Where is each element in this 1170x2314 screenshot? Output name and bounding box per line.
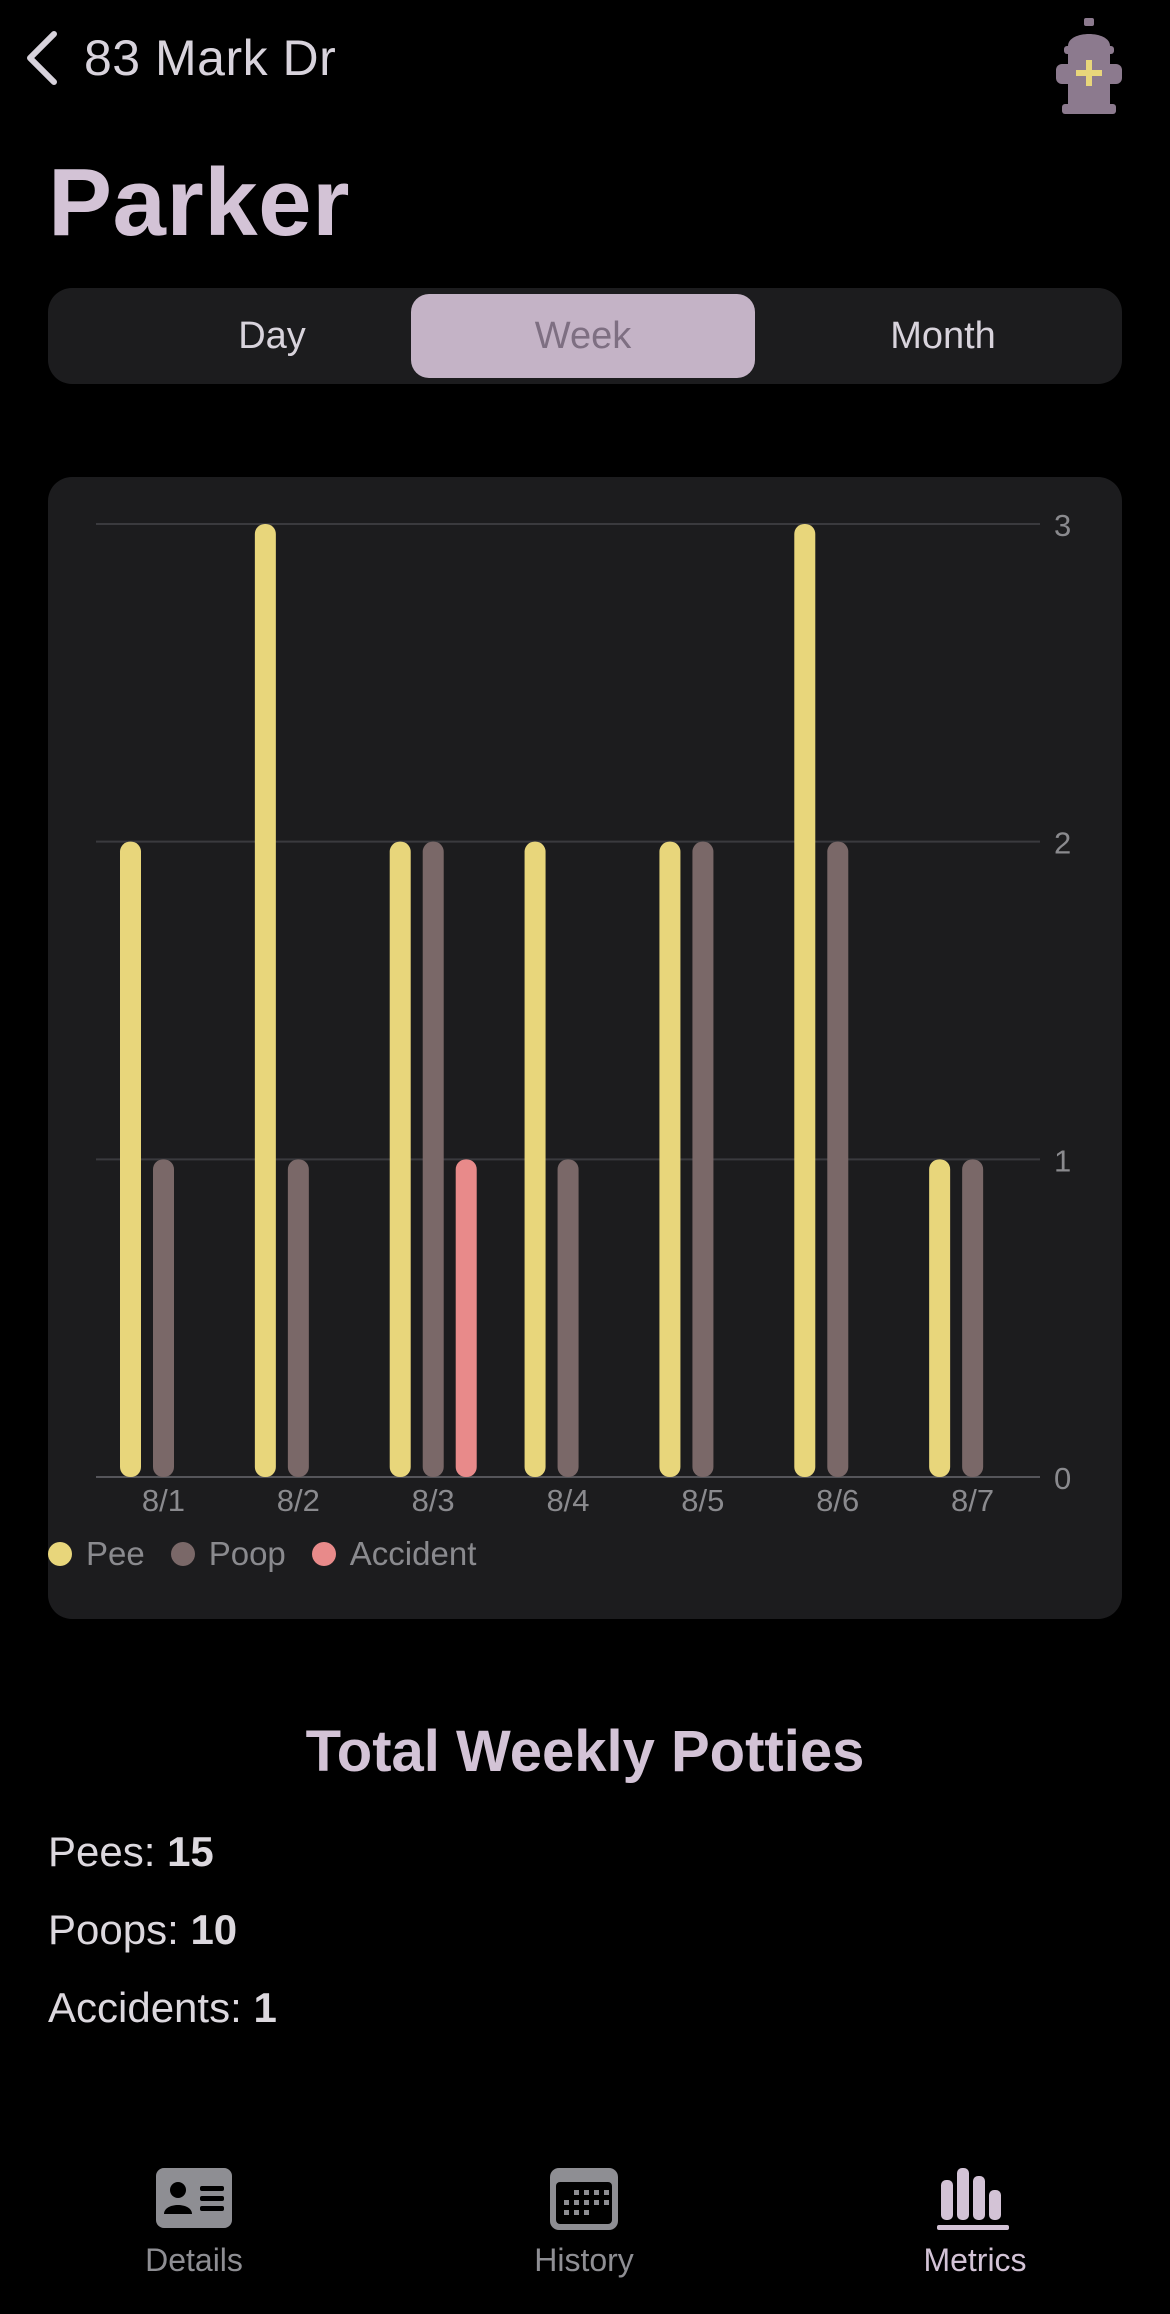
bar-poop-8-4	[557, 1159, 579, 1477]
bar-poop-8-5	[692, 841, 714, 1477]
bar-pee-8-6	[794, 524, 816, 1477]
contact-card-icon	[156, 2168, 232, 2228]
stat-accidents-label: Accidents:	[48, 1984, 242, 2031]
tab-details-label: Details	[145, 2242, 243, 2278]
stat-poops-value: 10	[190, 1906, 238, 1953]
stat-poops-label: Poops:	[48, 1906, 179, 1953]
y-tick-label: 1	[1054, 1143, 1071, 1178]
segment-week[interactable]: Week	[411, 294, 755, 378]
y-tick-label: 2	[1054, 826, 1071, 861]
period-segmented-control: Day Week Month	[48, 288, 1122, 384]
stat-accidents-value: 1	[253, 1984, 277, 2031]
calendar-icon	[550, 2168, 618, 2230]
totals-title: Total Weekly Potties	[305, 1719, 865, 1784]
stat-pees: Pees: 15	[48, 1828, 214, 1876]
bar-pee-8-4	[524, 841, 546, 1477]
bar-poop-8-3	[422, 841, 444, 1477]
tab-metrics[interactable]: Metrics	[850, 2162, 1100, 2279]
back-label: 83 Mark Dr	[84, 30, 337, 86]
legend-item-pee: Pee	[48, 1535, 145, 1573]
bar-poop-8-7	[962, 1159, 984, 1477]
y-tick-label: 3	[1054, 508, 1071, 543]
y-tick-label: 0	[1054, 1461, 1071, 1496]
segment-month[interactable]: Month	[890, 314, 996, 357]
page-title: Parker	[48, 149, 350, 256]
tab-history-label: History	[534, 2242, 634, 2278]
x-tick-label: 8/6	[816, 1483, 859, 1518]
x-tick-label: 8/3	[412, 1483, 455, 1518]
bar-poop-8-1	[153, 1159, 174, 1477]
chart-legend: Pee Poop Accident	[48, 1535, 476, 1573]
legend-item-poop: Poop	[170, 1535, 286, 1573]
x-tick-label: 8/7	[951, 1483, 994, 1518]
tab-metrics-label: Metrics	[923, 2242, 1027, 2278]
legend-dot-pee	[48, 1542, 72, 1566]
bar-pee-8-7	[929, 1159, 951, 1477]
stat-pees-value: 15	[167, 1828, 214, 1875]
tab-history[interactable]: History	[459, 2162, 709, 2279]
x-tick-label: 8/1	[142, 1483, 185, 1518]
weekly-chart-card: 0 1 2 3 8/1 8/2 8/3 8/4 8/5 8/6 8/7	[48, 477, 1122, 1619]
stat-poops: Poops: 10	[48, 1906, 237, 1954]
bar-poop-8-6	[827, 841, 849, 1477]
fire-hydrant-plus-icon	[1056, 18, 1122, 114]
add-potty-button[interactable]	[1054, 16, 1124, 116]
legend-label-accident: Accident	[349, 1535, 477, 1572]
legend-dot-poop	[170, 1542, 195, 1566]
segment-day[interactable]: Day	[238, 314, 306, 357]
bar-pee-8-3	[389, 841, 411, 1477]
weekly-bar-chart: 0 1 2 3 8/1 8/2 8/3 8/4 8/5 8/6 8/7	[96, 508, 1071, 1518]
chevron-left-icon	[27, 31, 57, 85]
bar-accident-8-3	[455, 1159, 477, 1477]
stat-accidents: Accidents: 1	[48, 1984, 277, 2032]
legend-label-pee: Pee	[86, 1535, 145, 1572]
x-tick-label: 8/4	[546, 1483, 589, 1518]
legend-dot-accident	[311, 1542, 336, 1566]
bar-pee-8-1	[120, 841, 141, 1477]
tab-bar: Details History Metrics	[0, 2150, 1170, 2314]
bar-poop-8-2	[287, 1159, 309, 1477]
back-button[interactable]: 83 Mark Dr	[22, 28, 336, 88]
tab-details[interactable]: Details	[69, 2162, 319, 2279]
bar-chart-icon	[937, 2168, 1009, 2230]
legend-item-accident: Accident	[311, 1535, 477, 1573]
bar-pee-8-5	[659, 841, 681, 1477]
x-tick-label: 8/2	[277, 1483, 320, 1518]
x-tick-label: 8/5	[681, 1483, 724, 1518]
legend-label-poop: Poop	[208, 1535, 286, 1572]
stat-pees-label: Pees:	[48, 1828, 156, 1875]
bar-pee-8-2	[254, 524, 276, 1477]
